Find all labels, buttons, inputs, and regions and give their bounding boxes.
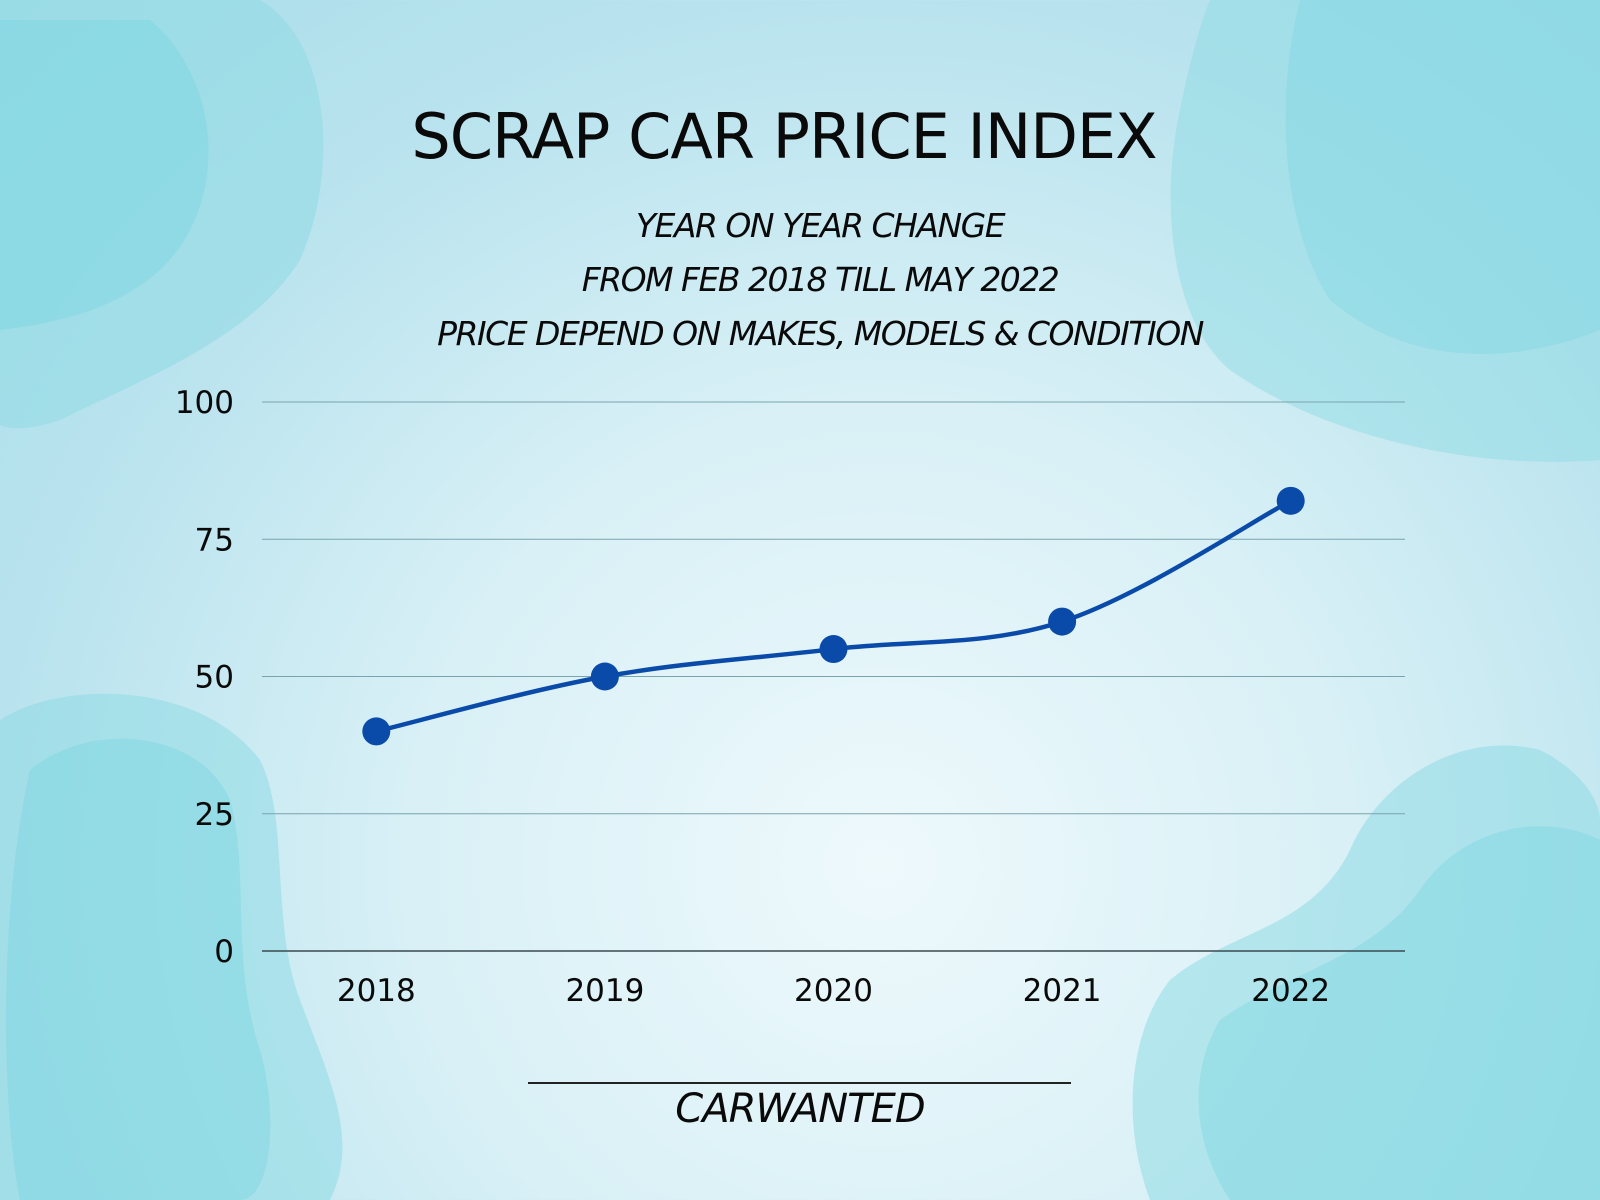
data-point-2020 [819, 635, 848, 664]
data-point-2021 [1048, 607, 1077, 636]
data-points [362, 486, 1305, 746]
x-tick-label: 2018 [337, 973, 416, 1009]
y-tick-label: 25 [195, 797, 234, 833]
x-tick-label: 2019 [565, 973, 644, 1009]
series-line [374, 498, 1293, 734]
x-tick-label: 2022 [1251, 973, 1330, 1009]
y-tick-label: 0 [214, 934, 234, 970]
x-axis-tick-labels: 2018 2019 2020 2021 2022 [337, 973, 1330, 1009]
footer-brand: CARWANTED [675, 1086, 925, 1132]
footer-divider [528, 1082, 1071, 1084]
y-tick-label: 50 [195, 660, 234, 696]
data-point-2022 [1276, 486, 1305, 515]
chart-subtitle-line-1: YEAR ON YEAR CHANGE [635, 206, 1006, 245]
y-tick-label: 75 [195, 522, 234, 558]
y-tick-label: 100 [175, 385, 234, 421]
chart-subtitle-line-2: FROM FEB 2018 TILL MAY 2022 [581, 260, 1060, 299]
data-point-2018 [362, 717, 391, 746]
y-axis-tick-labels: 0 25 50 75 100 [175, 385, 234, 970]
x-tick-label: 2021 [1023, 973, 1102, 1009]
chart-title: SCRAP CAR PRICE INDEX [411, 100, 1157, 173]
chart-subtitle-line-3: PRICE DEPEND ON MAKES, MODELS & CONDITIO… [437, 314, 1204, 353]
grid-lines [262, 401, 1405, 952]
data-point-2019 [590, 662, 619, 691]
x-tick-label: 2020 [794, 973, 873, 1009]
